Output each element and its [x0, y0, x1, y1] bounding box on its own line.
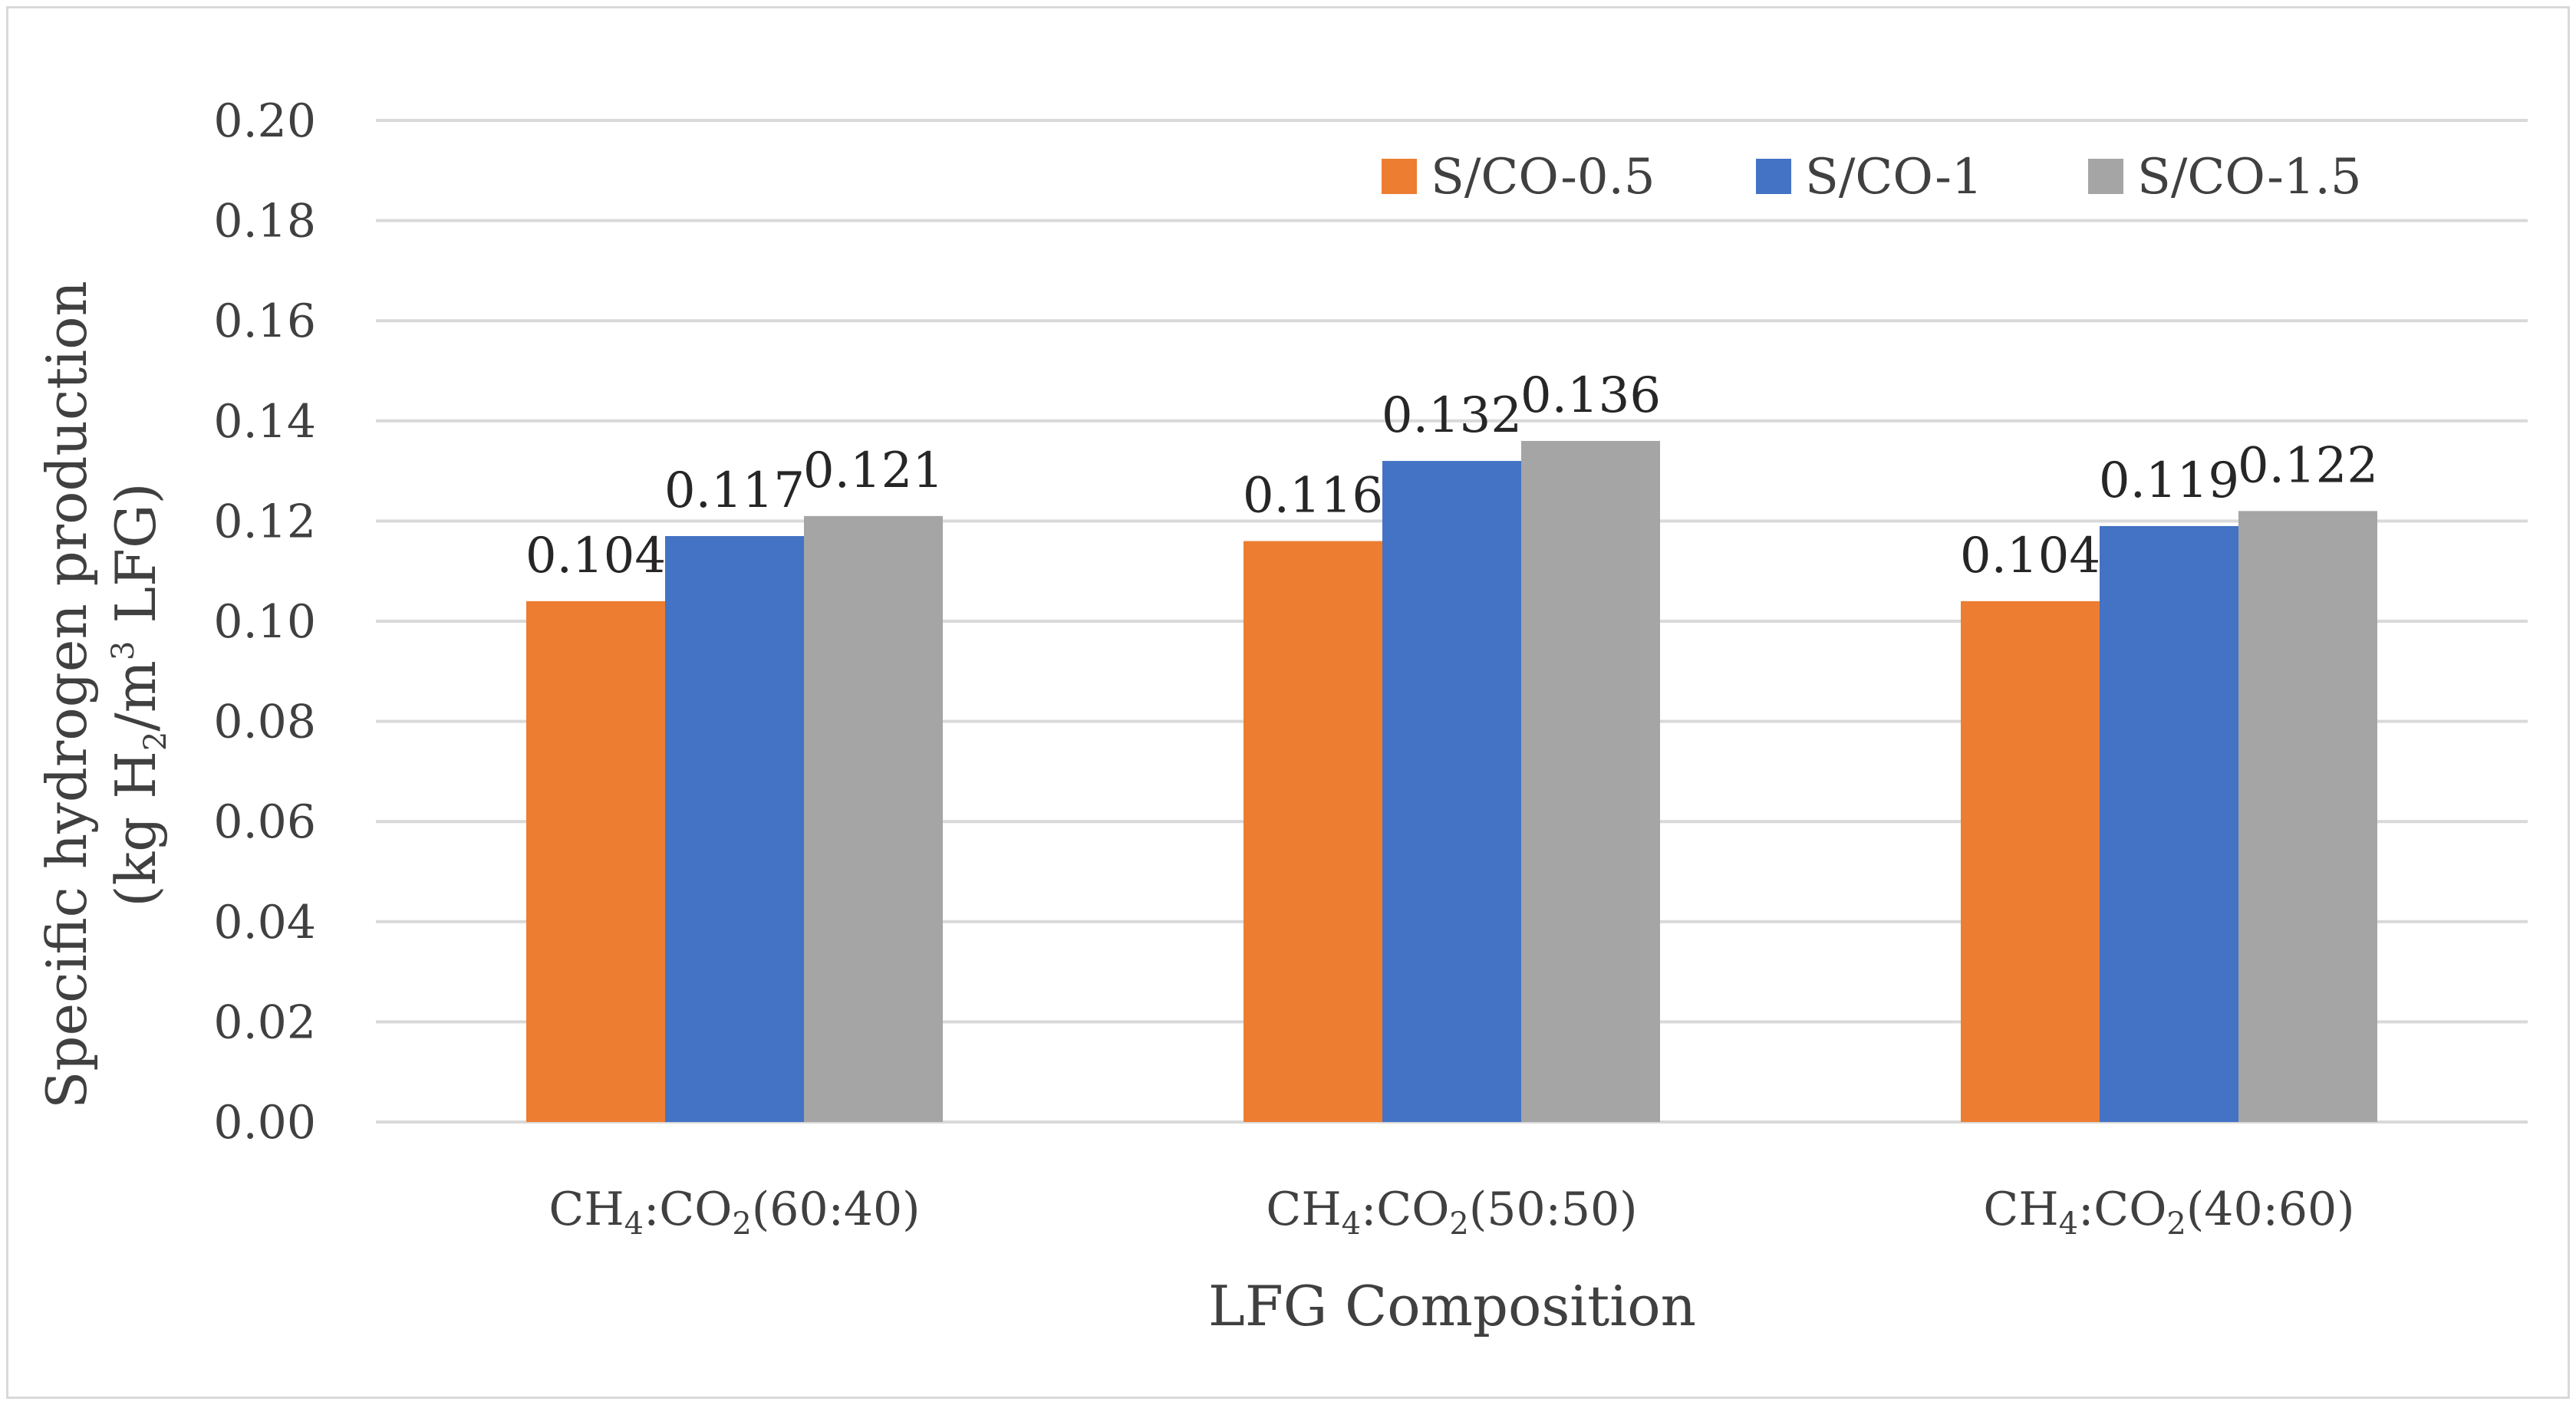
legend-label-S/CO-0.5: S/CO-0.5: [1431, 149, 1655, 206]
bar-S/CO-1-0: [665, 535, 804, 1122]
bar-S/CO-1.5-2: [2238, 511, 2377, 1122]
y-tick-label-2: 0.04: [213, 896, 316, 949]
data-label-S/CO-1-0: 0.117: [664, 462, 805, 519]
legend-label-S/CO-1.5: S/CO-1.5: [2137, 149, 2362, 206]
category-label-0: CH4:CO2(60:40): [548, 1183, 920, 1242]
y-tick-label-10: 0.20: [213, 94, 316, 148]
y-axis-title-line1: Specific hydrogen production: [35, 281, 99, 1109]
legend-swatch-S/CO-0.5: [1382, 159, 1417, 194]
data-label-S/CO-1-1: 0.132: [1382, 387, 1522, 444]
x-axis-title: LFG Composition: [1208, 1274, 1696, 1338]
y-axis-title-line2: (kg H2/m3 LFG): [104, 482, 173, 907]
data-label-S/CO-1.5-2: 0.122: [2238, 437, 2378, 494]
data-label-S/CO-1.5-1: 0.136: [1520, 367, 1661, 424]
y-tick-label-4: 0.08: [213, 696, 316, 749]
legend: S/CO-0.5 S/CO-1 S/CO-1.5: [1382, 149, 2362, 206]
legend-swatch-S/CO-1.5: [2088, 159, 2123, 194]
y-tick-label-6: 0.12: [213, 495, 316, 548]
data-label-S/CO-0.5-2: 0.104: [1960, 528, 2100, 584]
y-tick-label-5: 0.10: [213, 595, 316, 649]
category-label-1: CH4:CO2(50:50): [1266, 1183, 1637, 1242]
bar-S/CO-1-2: [2100, 525, 2238, 1122]
category-label-2: CH4:CO2(40:60): [1983, 1183, 2354, 1242]
category-labels: CH4:CO2(60:40) CH4:CO2(50:50) CH4:CO2(40:6…: [548, 1183, 2354, 1242]
y-tick-labels: 0.00 0.02 0.04 0.06 0.08 0.10 0.12 0.14 0.16 0.18…: [213, 94, 316, 1150]
bar-S/CO-0.5-1: [1244, 541, 1382, 1122]
legend-label-S/CO-1: S/CO-1: [1805, 149, 1983, 206]
legend-swatch-S/CO-1: [1756, 159, 1791, 194]
bar-S/CO-0.5-2: [1961, 600, 2100, 1122]
y-tick-label-7: 0.14: [213, 395, 316, 449]
y-tick-label-0: 0.00: [213, 1096, 316, 1150]
y-tick-label-1: 0.02: [213, 995, 316, 1049]
y-tick-label-3: 0.06: [213, 795, 316, 849]
y-tick-label-9: 0.18: [213, 195, 316, 248]
data-label-S/CO-1.5-0: 0.121: [803, 443, 944, 499]
bar-S/CO-1.5-0: [804, 515, 943, 1122]
bar-S/CO-1.5-1: [1521, 440, 1660, 1122]
y-tick-label-8: 0.16: [213, 294, 316, 348]
data-label-S/CO-0.5-0: 0.104: [525, 528, 666, 584]
y-axis-title: Specific hydrogen production (kg H2/m3 L…: [35, 281, 173, 1109]
data-label-S/CO-0.5-1: 0.116: [1243, 468, 1383, 525]
chart-frame: [6, 6, 2570, 1399]
bar-S/CO-0.5-0: [526, 600, 665, 1122]
data-label-S/CO-1-2: 0.119: [2099, 452, 2239, 509]
bars: [526, 440, 2377, 1122]
bar-S/CO-1-1: [1382, 461, 1521, 1122]
